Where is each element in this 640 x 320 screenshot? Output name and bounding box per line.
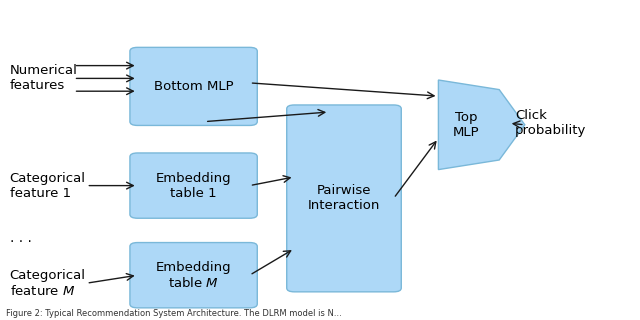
FancyBboxPatch shape [130, 47, 257, 125]
Polygon shape [438, 80, 525, 170]
Text: Numerical
features: Numerical features [10, 64, 77, 92]
Text: Figure 2: Typical Recommendation System Architecture. The DLRM model is N...: Figure 2: Typical Recommendation System … [6, 309, 342, 318]
Text: . . .: . . . [10, 231, 31, 245]
Text: Embedding
table 1: Embedding table 1 [156, 172, 232, 200]
Text: Pairwise
Interaction: Pairwise Interaction [308, 184, 380, 212]
Text: Embedding
table $M$: Embedding table $M$ [156, 260, 232, 290]
Text: Click
probability: Click probability [515, 109, 587, 137]
FancyBboxPatch shape [130, 243, 257, 308]
Text: Top
MLP: Top MLP [452, 111, 479, 139]
FancyBboxPatch shape [287, 105, 401, 292]
FancyBboxPatch shape [130, 153, 257, 218]
Text: Categorical
feature $M$: Categorical feature $M$ [10, 268, 86, 298]
Text: Categorical
feature 1: Categorical feature 1 [10, 172, 86, 200]
Text: Bottom MLP: Bottom MLP [154, 80, 234, 93]
